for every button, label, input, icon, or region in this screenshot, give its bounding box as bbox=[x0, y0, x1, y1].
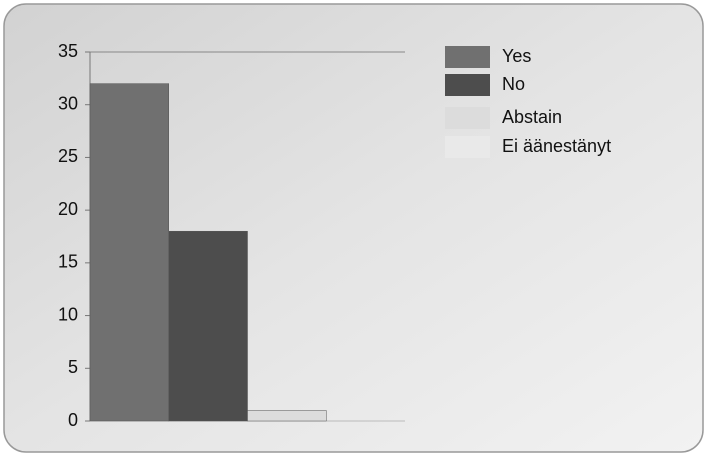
y-tick-label: 10 bbox=[58, 304, 78, 324]
legend-swatch bbox=[445, 107, 490, 129]
legend-label: Yes bbox=[502, 46, 531, 66]
y-tick-label: 25 bbox=[58, 146, 78, 166]
legend-swatch bbox=[445, 74, 490, 96]
bar bbox=[247, 410, 327, 422]
y-tick-label: 20 bbox=[58, 199, 78, 219]
bar bbox=[89, 83, 169, 422]
y-tick-label: 30 bbox=[58, 93, 78, 113]
legend-label: Abstain bbox=[502, 107, 562, 127]
legend-swatch bbox=[445, 136, 490, 158]
y-tick-label: 0 bbox=[68, 410, 78, 430]
y-tick-label: 15 bbox=[58, 252, 78, 272]
legend-label: Ei äänestänyt bbox=[502, 136, 611, 156]
legend-label: No bbox=[502, 74, 525, 94]
y-tick-label: 35 bbox=[58, 41, 78, 61]
y-tick-label: 5 bbox=[68, 357, 78, 377]
legend-swatch bbox=[445, 46, 490, 68]
bar bbox=[168, 230, 248, 422]
